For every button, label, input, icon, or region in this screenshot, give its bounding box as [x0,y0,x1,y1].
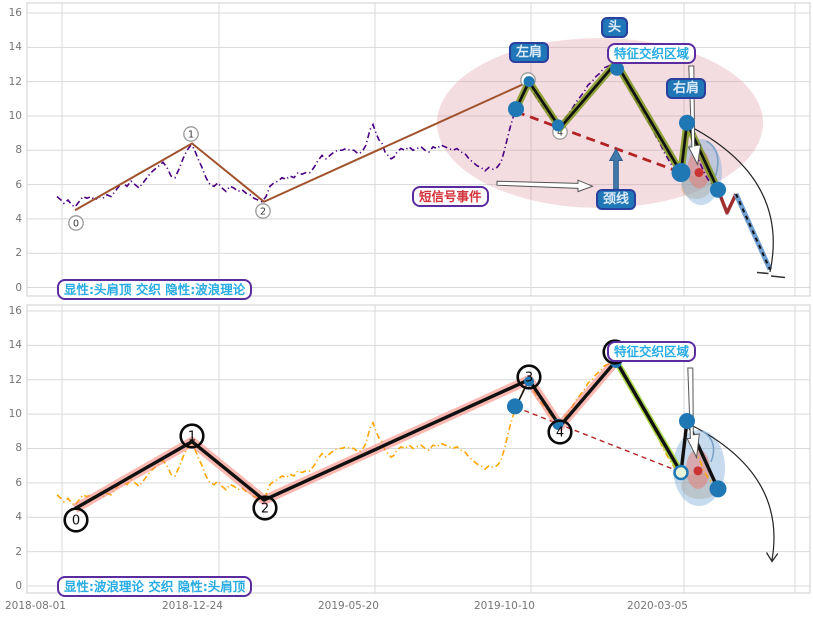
x-tick-label: 2019-10-10 [473,600,535,612]
feature-point-dot [523,76,535,88]
head-label: 头 [601,17,629,38]
neckline-top [515,110,689,177]
wave-point-number: 4 [557,127,563,138]
trough-ring-marker [673,464,689,481]
target-curve-arrow [687,124,774,273]
y-tick-label: 2 [15,247,22,260]
right-shoulder-arrow-b [686,367,700,460]
feature-point-dot [552,119,564,132]
neckline-bottom [515,406,683,474]
zone-arc-b [702,430,715,463]
short-signal-label: 短信号事件 [412,186,489,207]
feature-point-dot-b [709,480,727,498]
wave-point-circle-b [516,364,542,390]
y-tick-label: 12 [8,75,22,88]
wave-point-number-b: 2 [261,502,269,517]
projection-end-tick [770,275,786,279]
centroid-dot-red-b [693,466,703,476]
wave-point-number: 0 [73,218,79,229]
feature-point-dot [671,163,691,183]
y-tick-label: 14 [8,339,22,352]
feature-point-dot-b [679,412,695,429]
y-tick-label: 14 [8,41,22,54]
wave-trend-line-top [74,80,530,212]
x-tick-label: 2019-05-20 [317,600,379,612]
wave-point-number-b: 0 [72,514,80,529]
y-tick-label: 8 [15,442,22,455]
caption-top-panel: 显性:头肩顶 交织 隐性:波浪理论 [57,279,253,300]
target-curve-arrow-b [688,423,775,561]
neckline-label: 颈线 [596,189,637,210]
wave-point-number-b: 3 [525,371,533,386]
caption-bottom-panel: 显性:波浪理论 交织 隐性:头肩顶 [57,576,253,597]
feature-zone-label-top: 特征交织区域 [607,43,697,64]
wave-point-circle-b [252,495,278,521]
wave-point-number: 1 [188,129,194,140]
target-curve-arrowhead-b [765,552,779,563]
wave-point-circle [68,215,84,231]
centroid-dot-red [694,168,704,178]
projection-line-dashes [735,193,771,270]
y-tick-label: 16 [8,7,22,20]
right-shoulder-label: 右肩 [666,78,707,99]
y-tick-label: 10 [8,109,22,122]
feature-point-dot-b [507,398,523,415]
breakdown-zigzag [716,189,738,215]
x-tick-label: 2020-03-05 [626,600,688,612]
wave-point-circle [183,126,199,142]
y-tick-label: 16 [8,304,22,317]
zone-arc [706,140,719,177]
feature-point-dot [610,61,624,76]
projection-end-tick [756,271,769,275]
feature-point-dot-b [524,376,534,387]
y-tick-label: 8 [15,144,22,157]
bottom-panel-frame [26,304,811,594]
y-tick-label: 6 [15,476,22,489]
wave-point-circle-b [547,419,573,445]
price-line-bottom [56,359,719,507]
wave-point-number-b: 4 [556,426,564,441]
y-tick-label: 12 [8,373,22,386]
y-tick-label: 10 [8,408,22,421]
y-tick-label: 4 [15,511,22,524]
y-tick-label: 0 [15,281,22,294]
y-tick-label: 0 [15,580,22,592]
x-tick-label: 2018-12-24 [161,600,223,612]
y-tick-label: 6 [15,178,22,191]
wave-pattern-glow-bottom [72,357,620,513]
wave-point-number: 2 [260,206,266,217]
top-panel-frame [26,2,811,297]
left-shoulder-label: 左肩 [509,42,550,63]
x-tick-label: 2018-08-01 [4,600,66,612]
feature-point-dot [679,114,695,131]
wave-point-circle [255,203,271,219]
feature-point-dot [710,181,726,198]
feature-point-dot [508,101,524,118]
wave-point-number-b: 1 [188,430,196,445]
y-tick-label: 2 [15,545,22,558]
y-tick-label: 4 [15,212,22,225]
wave-point-circle-b [63,507,89,533]
feature-zone-label-bottom: 特征交织区域 [607,341,697,362]
wave-point-circle-b [179,423,205,449]
short-signal-arrow [496,179,594,193]
